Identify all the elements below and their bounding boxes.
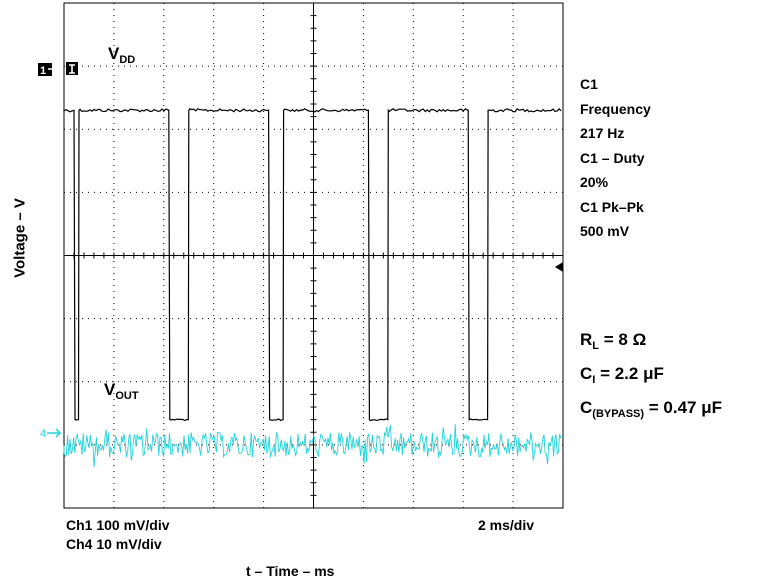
ch4-marker: 4 xyxy=(40,428,62,440)
param-rl: RL = 8 Ω xyxy=(580,330,646,352)
vdd-label-sub: DD xyxy=(119,54,136,66)
param-cbypass-main: C xyxy=(580,398,593,417)
vdd-trace xyxy=(63,108,562,422)
vout-label-main: V xyxy=(104,380,116,399)
vout-label-sub: OUT xyxy=(115,390,139,402)
measurement-line: C1 xyxy=(580,76,598,92)
measurement-line: 500 mV xyxy=(580,223,630,239)
param-cbypass-value: = 0.47 μF xyxy=(644,398,723,417)
vout-label: VOUT xyxy=(104,380,139,402)
measurement-line: 217 Hz xyxy=(580,125,625,141)
ch1-scale: Ch1 100 mV/div xyxy=(66,517,170,533)
param-cbypass-sub: (BYPASS) xyxy=(592,408,645,420)
ch4-scale: Ch4 10 mV/div xyxy=(66,536,162,552)
ch1-marker: 1 xyxy=(38,62,78,77)
param-cbypass: C(BYPASS) = 0.47 μF xyxy=(580,398,722,420)
time-scale: 2 ms/div xyxy=(478,517,535,533)
traces xyxy=(63,108,562,468)
vout-trace xyxy=(63,424,562,468)
param-rl-value: = 8 Ω xyxy=(599,330,647,349)
ch1-marker-label: 1 xyxy=(40,65,46,77)
measurement-line: Frequency xyxy=(580,100,651,117)
y-axis-label: Voltage – V xyxy=(11,198,29,278)
measurement-line: 20% xyxy=(580,174,609,190)
ch4-marker-label: 4 xyxy=(40,428,46,440)
measurement-panel: C1 Frequency 217 Hz C1 – Duty 20% C1 Pk–… xyxy=(580,72,651,244)
param-ci-main: C xyxy=(580,364,593,383)
trigger-level-arrow xyxy=(555,262,563,272)
param-ci: CI = 2.2 μF xyxy=(580,364,664,386)
vdd-label: VDD xyxy=(108,44,135,66)
measurement-line: C1 – Duty xyxy=(580,149,645,166)
x-axis-label: t – Time – ms xyxy=(246,563,335,579)
param-rl-main: R xyxy=(580,330,593,349)
param-rl-sub: L xyxy=(592,340,600,352)
param-ci-sub: I xyxy=(592,374,596,386)
grid xyxy=(63,2,564,509)
measurement-line: C1 Pk–Pk xyxy=(580,198,644,215)
vdd-label-main: V xyxy=(108,44,120,63)
param-ci-value: = 2.2 μF xyxy=(595,364,664,383)
